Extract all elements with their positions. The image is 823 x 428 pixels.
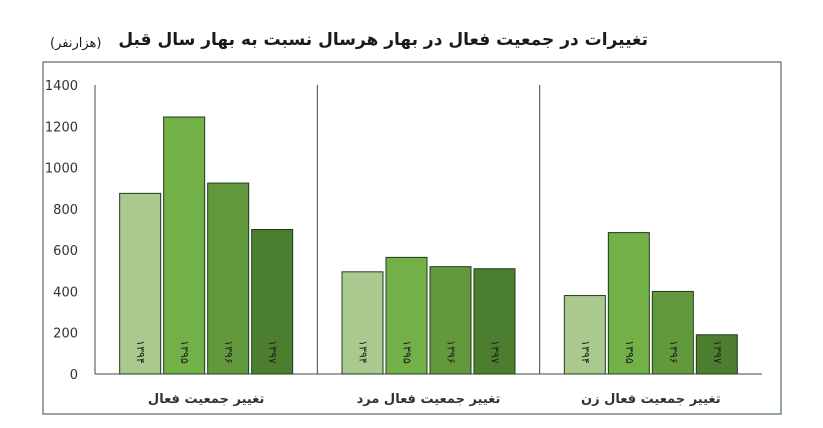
bar	[119, 192, 162, 375]
bar-year-label: ۱۳۹۵	[623, 340, 636, 364]
bar-year-label: ۱۳۹۷	[266, 340, 279, 364]
bar-year-label: ۱۳۹۷	[711, 340, 724, 364]
y-tick-label: 800	[53, 203, 78, 218]
bar-year-label: ۱۳۹۴	[357, 340, 370, 364]
y-tick-label: 1200	[45, 120, 78, 135]
y-tick-label: 1400	[45, 79, 78, 94]
bar-year-label: ۱۳۹۶	[667, 340, 680, 364]
y-tick-label: 0	[70, 368, 78, 383]
y-tick-label: 400	[53, 285, 78, 300]
bar	[207, 182, 250, 375]
bar	[251, 229, 294, 375]
bar	[651, 290, 694, 375]
bar	[473, 268, 516, 375]
bar	[695, 334, 738, 375]
bar-year-label: ۱۳۹۵	[178, 340, 191, 364]
bar-year-label: ۱۳۹۶	[222, 340, 235, 364]
y-tick-label: 200	[53, 327, 78, 342]
bar	[385, 256, 428, 375]
bar	[163, 116, 206, 375]
bar	[341, 271, 384, 375]
bar	[429, 266, 472, 375]
group-label: تغییر جمعیت فعال مرد	[357, 392, 501, 407]
bar-year-label: ۱۳۹۴	[579, 340, 592, 364]
unit-label: (هزارنفر)	[50, 36, 102, 51]
y-tick-label: 1000	[45, 162, 78, 177]
group-label: تغییر جمعیت فعال زن	[581, 392, 721, 407]
bar-year-label: ۱۳۹۶	[445, 340, 458, 364]
bar-year-label: ۱۳۹۴	[134, 340, 147, 364]
plot-area: 0 200 400 600 800 1000 1200 1400 ۱۳۹۴ ۱۳۹۵ ۱۳۹۶ ۱۳۹…	[45, 79, 762, 407]
bar-year-label: ۱۳۹۷	[489, 340, 502, 364]
bar	[607, 232, 650, 375]
chart-title: تغییرات در جمعیت فعال در بهار هرسال نسبت…	[118, 30, 648, 50]
bar	[563, 295, 606, 375]
bar-year-label: ۱۳۹۵	[401, 340, 414, 364]
group-label: تغییر جمعیت فعال	[148, 392, 264, 407]
chart-frame	[42, 61, 782, 415]
y-tick-label: 600	[53, 244, 78, 259]
